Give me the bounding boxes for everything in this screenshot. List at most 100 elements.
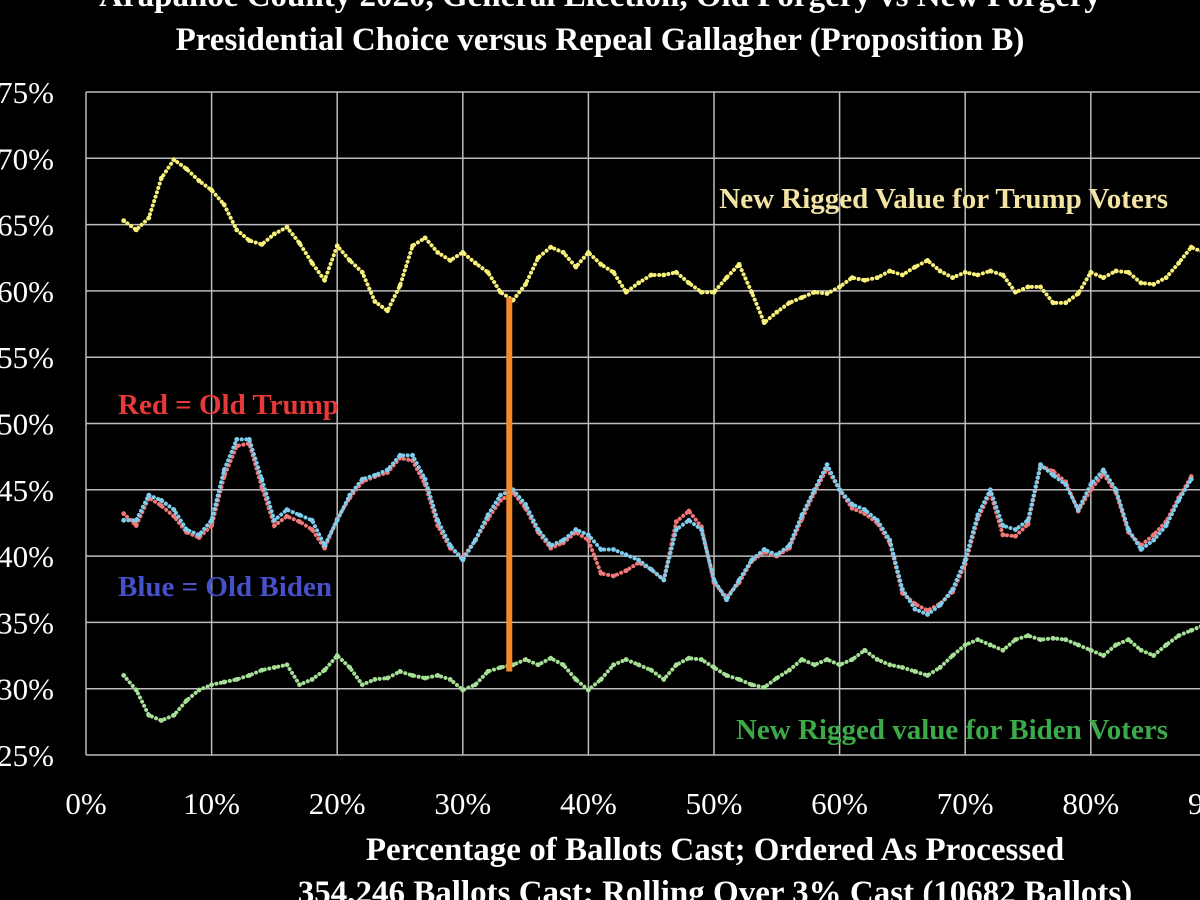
data-point xyxy=(535,662,541,668)
data-point xyxy=(799,657,805,662)
data-point xyxy=(272,665,277,670)
x-tick-label: 80% xyxy=(1062,786,1119,821)
data-point xyxy=(736,677,742,682)
data-point xyxy=(1163,642,1169,648)
y-tick-label: 25% xyxy=(0,738,54,773)
data-point xyxy=(1176,260,1182,266)
y-tick-label: 75% xyxy=(0,75,54,110)
data-point xyxy=(221,679,227,685)
data-point xyxy=(611,662,616,668)
x-tick-label: 0% xyxy=(65,786,106,821)
data-point xyxy=(498,665,503,670)
data-point xyxy=(1113,268,1119,274)
data-point xyxy=(774,309,780,315)
data-point xyxy=(749,557,755,563)
data-point xyxy=(1050,635,1056,641)
data-point xyxy=(975,272,981,278)
data-point xyxy=(1163,523,1169,529)
data-point xyxy=(171,513,177,519)
data-point xyxy=(1151,653,1156,658)
y-tick-label: 50% xyxy=(0,407,54,442)
data-point xyxy=(171,712,177,718)
data-point xyxy=(297,240,302,246)
data-point xyxy=(234,677,240,682)
data-point xyxy=(975,637,981,643)
data-point xyxy=(598,570,604,576)
data-point xyxy=(121,218,127,224)
data-point xyxy=(435,673,441,678)
data-point xyxy=(347,665,353,670)
data-point xyxy=(749,289,755,295)
data-point xyxy=(1188,244,1194,250)
data-point xyxy=(837,284,842,290)
data-point xyxy=(987,642,993,648)
data-point xyxy=(975,512,981,518)
data-point xyxy=(623,657,629,662)
gridlines xyxy=(85,91,1200,756)
data-point xyxy=(485,512,491,518)
data-point xyxy=(636,662,642,668)
data-point xyxy=(862,507,868,513)
data-point xyxy=(209,523,215,529)
data-point xyxy=(950,653,956,658)
data-point xyxy=(196,532,202,538)
data-point xyxy=(937,665,943,670)
data-point xyxy=(1025,517,1031,523)
data-point xyxy=(774,552,780,558)
data-point xyxy=(535,255,541,261)
data-point xyxy=(586,532,591,538)
data-point xyxy=(874,275,880,281)
data-point xyxy=(1000,523,1006,529)
data-point xyxy=(309,527,315,532)
data-point xyxy=(761,320,767,326)
data-point xyxy=(912,606,918,612)
data-point xyxy=(184,166,189,172)
data-point xyxy=(711,289,717,295)
data-point xyxy=(1126,269,1131,275)
y-tick-label: 40% xyxy=(0,539,54,574)
data-point xyxy=(460,687,466,693)
data-point xyxy=(334,243,340,249)
legend-red-old-trump: Red = Old Trump xyxy=(118,389,339,421)
data-point xyxy=(699,527,704,532)
data-point xyxy=(523,501,528,507)
data-point xyxy=(686,508,692,514)
data-point xyxy=(1013,289,1018,295)
data-point xyxy=(297,512,302,518)
data-point xyxy=(611,573,616,579)
data-point xyxy=(158,175,164,181)
data-point xyxy=(1050,300,1056,306)
data-point xyxy=(133,227,139,233)
y-tick-label: 35% xyxy=(0,605,54,640)
data-point xyxy=(937,602,943,608)
x-axis-title: Percentage of Ballots Cast; Ordered As P… xyxy=(366,832,1064,868)
data-point xyxy=(711,665,717,670)
data-point xyxy=(849,657,855,662)
data-point xyxy=(912,669,918,674)
data-point xyxy=(950,275,956,281)
x-tick-label: 70% xyxy=(937,786,994,821)
series-new-rigged-value-for-trump-voters xyxy=(121,156,1200,327)
data-point xyxy=(1188,627,1194,633)
data-point xyxy=(435,517,441,523)
data-point xyxy=(573,527,579,532)
data-point xyxy=(309,677,315,682)
data-point xyxy=(987,268,993,274)
data-point xyxy=(849,275,855,281)
data-point xyxy=(158,718,164,723)
data-point xyxy=(209,187,215,193)
data-point xyxy=(284,507,290,513)
data-point xyxy=(246,673,252,678)
data-point xyxy=(724,597,729,603)
data-point xyxy=(1113,642,1119,648)
data-point xyxy=(410,243,415,249)
data-point xyxy=(560,250,566,255)
data-point xyxy=(523,657,528,662)
data-point xyxy=(937,268,943,274)
data-point xyxy=(736,261,742,267)
data-point xyxy=(749,682,755,688)
data-point xyxy=(372,472,378,478)
data-point xyxy=(837,662,842,668)
data-point xyxy=(560,537,566,543)
data-point xyxy=(485,669,491,674)
